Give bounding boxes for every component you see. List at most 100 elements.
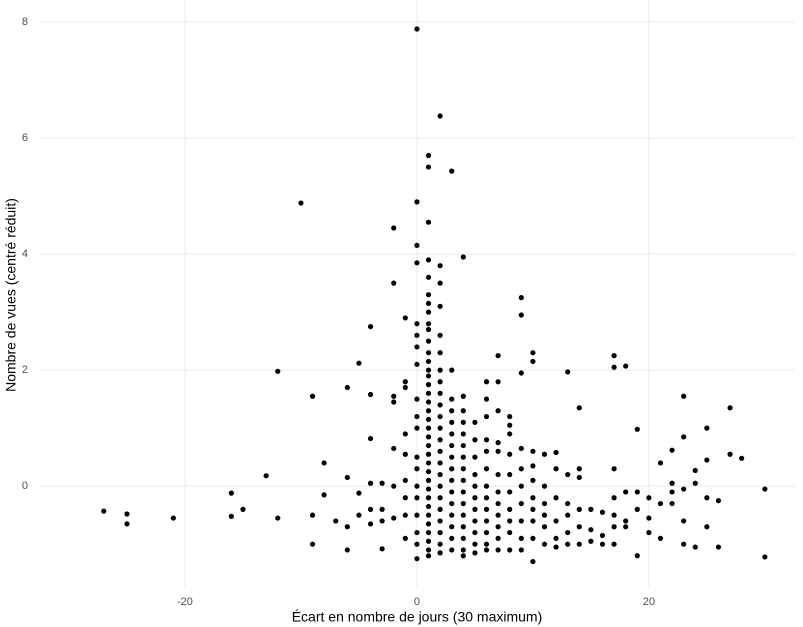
x-axis-title: Écart en nombre de jours (30 maximum) <box>292 609 543 625</box>
point <box>449 477 455 483</box>
point <box>414 454 420 460</box>
point <box>541 541 548 547</box>
point <box>727 405 733 411</box>
point <box>425 358 432 365</box>
point <box>541 483 548 489</box>
point <box>518 370 524 376</box>
point <box>449 419 455 425</box>
point <box>483 506 490 512</box>
point <box>414 466 420 472</box>
point <box>507 529 513 536</box>
y-tick-label: 8 <box>22 16 28 28</box>
point <box>402 512 408 518</box>
point <box>124 511 130 517</box>
point <box>425 553 432 559</box>
point <box>565 471 571 478</box>
point <box>472 483 478 489</box>
point <box>588 538 594 544</box>
point <box>472 506 478 512</box>
point <box>449 547 455 553</box>
point <box>657 460 664 466</box>
point <box>483 547 490 553</box>
point <box>414 541 420 547</box>
y-tick-label: 4 <box>22 248 28 260</box>
point <box>518 295 524 301</box>
point <box>425 503 432 510</box>
point <box>275 515 281 521</box>
point <box>507 506 513 512</box>
point <box>553 544 559 550</box>
point <box>449 367 455 373</box>
point <box>321 460 327 466</box>
point <box>449 466 455 472</box>
point <box>425 547 432 553</box>
point <box>437 518 443 524</box>
point <box>425 442 432 449</box>
point <box>565 529 571 536</box>
point <box>344 474 350 481</box>
point <box>692 480 698 486</box>
point <box>425 451 432 457</box>
point <box>425 512 432 518</box>
point <box>518 547 524 553</box>
point <box>402 315 408 321</box>
point <box>611 495 617 501</box>
point <box>240 506 246 512</box>
point <box>437 263 443 269</box>
point <box>576 541 582 547</box>
point <box>692 467 698 474</box>
point <box>460 547 466 553</box>
point <box>437 471 443 478</box>
point <box>170 515 176 521</box>
point <box>437 529 443 536</box>
point <box>530 463 536 469</box>
point <box>425 326 432 333</box>
point <box>391 225 397 231</box>
point <box>507 547 513 553</box>
point <box>414 495 420 501</box>
point <box>425 321 432 327</box>
grid <box>40 0 795 590</box>
point <box>681 486 687 492</box>
point <box>692 544 698 550</box>
point <box>634 553 640 559</box>
point <box>518 483 524 489</box>
point <box>669 489 675 495</box>
x-tick-label: 20 <box>643 596 655 608</box>
point <box>437 350 443 356</box>
y-axis-title: Nombre de vues (centré réduit) <box>3 198 19 392</box>
point <box>425 292 432 298</box>
point <box>356 512 362 518</box>
point <box>425 477 432 483</box>
point <box>507 471 513 478</box>
point <box>588 527 594 533</box>
point <box>460 466 466 472</box>
point <box>414 425 420 431</box>
point <box>425 164 432 170</box>
point <box>402 384 408 391</box>
points <box>101 26 768 565</box>
y-tick-label: 6 <box>22 132 28 144</box>
point <box>715 544 722 550</box>
point <box>402 431 408 437</box>
point <box>611 541 617 547</box>
point <box>553 449 559 456</box>
point <box>425 390 432 396</box>
point <box>414 199 420 205</box>
point <box>402 535 408 541</box>
point <box>414 321 420 327</box>
point <box>402 495 408 501</box>
point <box>495 547 501 553</box>
point <box>367 480 374 486</box>
point <box>483 396 490 402</box>
point <box>623 489 629 495</box>
point <box>414 483 420 489</box>
point <box>518 518 524 524</box>
point <box>425 425 432 431</box>
point <box>762 554 768 560</box>
point <box>437 460 443 466</box>
point <box>483 413 490 420</box>
point <box>425 521 432 527</box>
point <box>483 529 490 536</box>
point <box>588 506 594 512</box>
